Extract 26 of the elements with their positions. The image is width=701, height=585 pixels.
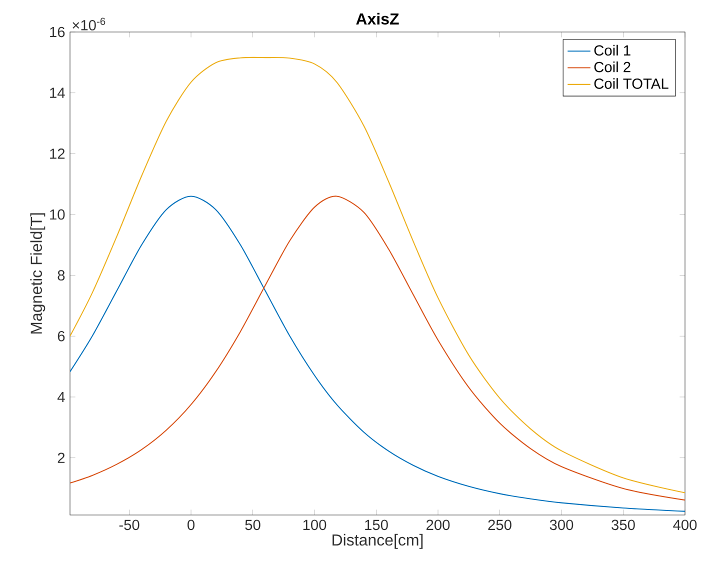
x-tick-label: 250	[488, 520, 512, 530]
y-tick-label: 10	[50, 209, 65, 220]
y-tick-label: 16	[50, 26, 65, 38]
x-tick-label: 150	[365, 520, 388, 530]
y-axis-title: Magnetic Field[T]	[30, 213, 46, 334]
x-tick-label: 400	[673, 520, 697, 530]
x-tick-label: 50	[245, 520, 260, 530]
legend-label: Coil 2	[594, 61, 630, 72]
line-series	[70, 56, 685, 494]
y-tick-label: 2	[58, 452, 65, 463]
y-tick-label: 8	[58, 270, 65, 281]
legend-label: Coil TOTAL	[594, 78, 668, 89]
x-tick-label: 100	[303, 520, 326, 530]
y-tick-label: 6	[58, 330, 65, 342]
y-tick-label: 14	[50, 88, 65, 98]
chart-title: AxisZ	[356, 12, 399, 25]
y-tick-label: 12	[50, 148, 65, 159]
legend-label: Coil 1	[594, 44, 630, 56]
x-tick-label: 300	[550, 520, 574, 530]
x-tick-label: 350	[612, 520, 635, 530]
x-axis-title: Distance[cm]	[332, 534, 423, 549]
y-tick-label: 4	[57, 392, 65, 402]
x-tick-label: 200	[426, 520, 450, 530]
x-tick-label: 0	[188, 520, 195, 530]
text: ×10$^{-6}$	[72, 18, 106, 30]
x-tick-label: -50	[119, 520, 140, 530]
